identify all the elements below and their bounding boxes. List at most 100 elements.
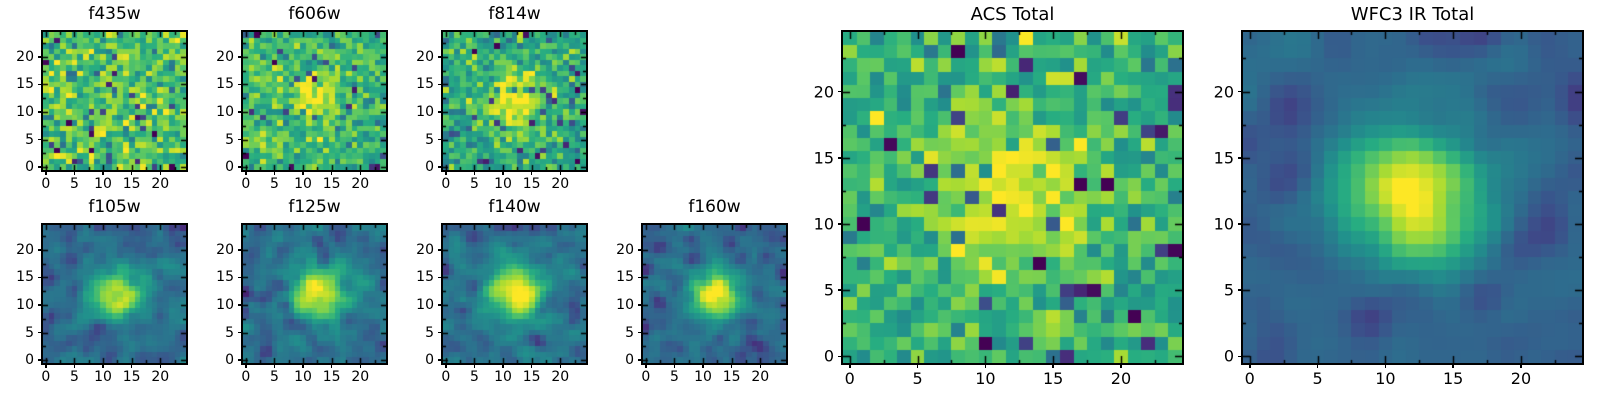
x-tick-mark bbox=[702, 365, 704, 368]
x-tick-label: 5 bbox=[1312, 369, 1323, 388]
y-tick-mark bbox=[838, 90, 841, 93]
x-tick-mark bbox=[849, 365, 851, 368]
x-tick-mark bbox=[73, 172, 76, 175]
y-tick-mark bbox=[838, 355, 841, 358]
x-tick-mark bbox=[302, 172, 304, 175]
x-tick-label: 0 bbox=[41, 176, 51, 192]
y-tick-mark bbox=[38, 83, 41, 86]
x-tick-label: 0 bbox=[41, 369, 51, 385]
x-tick-mark bbox=[645, 365, 647, 368]
x-tick-label: 20 bbox=[751, 369, 770, 385]
y-tick-label: 0 bbox=[1223, 346, 1234, 366]
x-tick-label: 15 bbox=[122, 176, 141, 192]
x-tick-mark bbox=[245, 365, 247, 368]
y-tick-mark bbox=[238, 359, 241, 361]
y-tick-mark bbox=[438, 83, 441, 86]
heatmap-canvas-f140w bbox=[443, 225, 586, 363]
y-tick-mark bbox=[438, 111, 441, 113]
x-tick-label: 0 bbox=[241, 369, 251, 385]
y-tick-label: 20 bbox=[416, 241, 434, 258]
x-tick-mark bbox=[1520, 365, 1522, 368]
y-tick-label: 0 bbox=[25, 352, 34, 369]
y-tick-label: 20 bbox=[16, 241, 34, 258]
heatmap-canvas-f125w bbox=[243, 225, 386, 363]
y-tick-label: 10 bbox=[616, 297, 634, 314]
y-tick-label: 10 bbox=[416, 297, 434, 314]
y-tick-mark bbox=[238, 111, 241, 113]
x-tick-mark bbox=[130, 172, 133, 175]
panel-title-f105w: f105w bbox=[88, 197, 141, 217]
y-tick-mark bbox=[38, 138, 41, 141]
y-tick-mark bbox=[1238, 289, 1241, 291]
x-tick-label: 0 bbox=[844, 369, 855, 388]
y-tick-label: 20 bbox=[616, 241, 634, 258]
y-tick-label: 10 bbox=[16, 297, 34, 314]
y-tick-label: 15 bbox=[16, 76, 34, 93]
y-tick-mark bbox=[238, 304, 241, 306]
x-tick-label: 10 bbox=[1375, 369, 1396, 388]
y-tick-label: 0 bbox=[25, 159, 34, 176]
x-tick-label: 10 bbox=[494, 369, 512, 385]
x-tick-mark bbox=[1120, 365, 1122, 368]
x-tick-label: 5 bbox=[69, 176, 79, 192]
x-tick-label: 0 bbox=[241, 176, 251, 192]
x-tick-label: 20 bbox=[551, 176, 570, 192]
y-tick-label: 5 bbox=[25, 324, 34, 341]
x-tick-label: 5 bbox=[69, 369, 79, 385]
y-tick-mark bbox=[1238, 90, 1241, 93]
panel-title-acs-total: ACS Total bbox=[970, 4, 1055, 25]
x-tick-label: 20 bbox=[351, 369, 370, 385]
y-tick-mark bbox=[38, 331, 41, 334]
y-tick-mark bbox=[238, 331, 241, 334]
x-tick-mark bbox=[1384, 365, 1387, 368]
x-tick-label: 10 bbox=[294, 176, 312, 192]
panel-title-f435w: f435w bbox=[88, 4, 141, 24]
y-tick-mark bbox=[638, 331, 641, 334]
y-tick-label: 0 bbox=[823, 346, 834, 366]
panel-acs-total bbox=[841, 30, 1184, 365]
x-tick-label: 20 bbox=[151, 369, 170, 385]
x-tick-label: 10 bbox=[694, 369, 712, 385]
panel-wfc3-ir-total bbox=[1241, 30, 1584, 365]
panel-f140w bbox=[441, 223, 588, 365]
y-tick-mark bbox=[238, 166, 241, 168]
panel-f105w bbox=[41, 223, 188, 365]
x-tick-label: 10 bbox=[294, 369, 312, 385]
heatmap-canvas-acs-total bbox=[843, 32, 1182, 363]
x-tick-label: 5 bbox=[269, 369, 279, 385]
heatmap-canvas-f105w bbox=[43, 225, 186, 363]
x-tick-label: 0 bbox=[441, 369, 451, 385]
y-tick-mark bbox=[838, 223, 841, 225]
y-tick-label: 0 bbox=[225, 352, 234, 369]
y-tick-mark bbox=[38, 166, 41, 168]
panel-f125w bbox=[241, 223, 388, 365]
y-tick-label: 15 bbox=[616, 269, 634, 286]
y-tick-label: 15 bbox=[16, 269, 34, 286]
x-tick-label: 10 bbox=[975, 369, 996, 388]
panel-title-wfc3-ir-total: WFC3 IR Total bbox=[1350, 4, 1475, 25]
y-tick-label: 5 bbox=[225, 324, 234, 341]
y-tick-label: 5 bbox=[425, 324, 434, 341]
y-tick-mark bbox=[1238, 355, 1241, 358]
x-tick-mark bbox=[130, 365, 133, 368]
x-tick-label: 15 bbox=[522, 369, 541, 385]
y-tick-label: 10 bbox=[1213, 214, 1234, 234]
y-tick-mark bbox=[38, 359, 41, 361]
x-tick-mark bbox=[445, 172, 447, 175]
x-tick-label: 15 bbox=[122, 369, 141, 385]
x-tick-mark bbox=[1249, 365, 1251, 368]
y-tick-label: 5 bbox=[225, 131, 234, 148]
y-tick-mark bbox=[238, 56, 241, 58]
x-tick-label: 15 bbox=[1042, 369, 1064, 388]
y-tick-label: 20 bbox=[416, 48, 434, 65]
heatmap-canvas-f606w bbox=[243, 32, 386, 170]
x-tick-mark bbox=[530, 172, 533, 175]
y-tick-label: 15 bbox=[416, 269, 434, 286]
x-tick-mark bbox=[559, 172, 561, 175]
y-tick-mark bbox=[38, 56, 41, 58]
y-tick-mark bbox=[238, 276, 241, 279]
x-tick-label: 20 bbox=[351, 176, 370, 192]
x-tick-label: 15 bbox=[322, 369, 341, 385]
x-tick-mark bbox=[759, 365, 761, 368]
